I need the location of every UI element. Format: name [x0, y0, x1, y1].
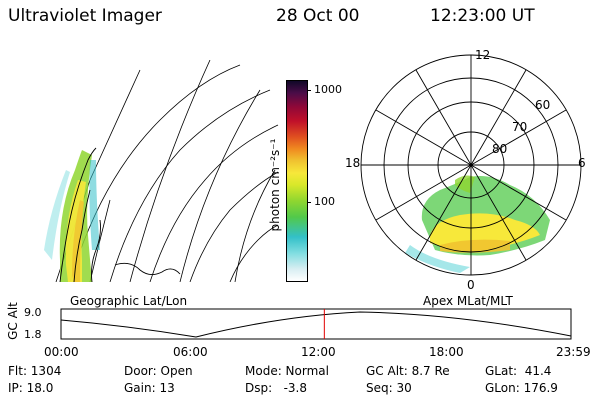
timeline-ytick-bottom: 1.8	[24, 328, 42, 341]
colorbar-tick-1000: 1000	[314, 83, 342, 96]
timeline-ylabel: GC Alt	[6, 302, 20, 340]
mlt-label-12: 12	[475, 48, 491, 62]
mlat-label-70: 70	[512, 120, 528, 134]
mlat-label-60: 60	[535, 98, 551, 112]
date-label: 28 Oct 00	[276, 6, 360, 26]
timeline-xtick-0600: 06:00	[173, 345, 208, 359]
colorbar-tick-100: 100	[314, 195, 335, 208]
coastline	[59, 147, 181, 283]
info-mode: Mode: Normal	[245, 364, 329, 378]
info-ip: IP: 18.0	[8, 381, 54, 395]
time-label: 12:23:00 UT	[430, 6, 535, 26]
colorbar-tick-mark-1000	[307, 90, 311, 91]
info-gain: Gain: 13	[124, 381, 175, 395]
info-flt: Flt: 1304	[8, 364, 62, 378]
info-glon: GLon: 176.9	[485, 381, 558, 395]
timeline-xtick-2359: 23:59	[556, 345, 591, 359]
mlt-label-18: 18	[345, 156, 361, 170]
info-dsp: Dsp: -3.8	[245, 381, 308, 395]
timeline-xtick-0000: 00:00	[44, 345, 79, 359]
info-glat: GLat: 41.4	[485, 364, 552, 378]
right-panel-caption: Apex MLat/MLT	[423, 294, 513, 308]
timeline-xtick-1200: 12:00	[301, 345, 336, 359]
colorbar-unit-label: photon cm⁻²s⁻¹	[268, 138, 282, 232]
mlt-label-0: 0	[467, 278, 475, 292]
colorbar-tick-mark-100	[307, 202, 311, 203]
timeline-xtick-1800: 18:00	[429, 345, 464, 359]
colorbar	[286, 80, 308, 282]
app-title: Ultraviolet Imager	[8, 6, 162, 26]
geographic-map	[44, 60, 279, 283]
polar-plot	[360, 54, 582, 276]
mlt-label-6: 6	[578, 156, 586, 170]
info-seq: Seq: 30	[366, 381, 412, 395]
altitude-curve	[60, 311, 572, 338]
mlt-spokes	[361, 55, 581, 275]
altitude-timeline	[60, 308, 572, 340]
timeline-ytick-top: 9.0	[24, 306, 42, 319]
info-door: Door: Open	[124, 364, 193, 378]
aurora-oval	[405, 175, 550, 273]
info-gcalt: GC Alt: 8.7 Re	[366, 364, 450, 378]
left-panel-caption: Geographic Lat/Lon	[70, 294, 188, 308]
mlat-label-80: 80	[492, 142, 508, 156]
aurora-emission	[44, 150, 100, 282]
